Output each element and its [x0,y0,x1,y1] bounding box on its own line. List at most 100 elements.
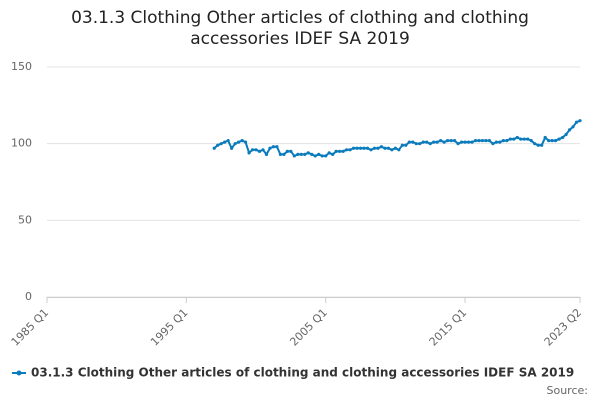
point [369,148,373,152]
point [254,148,258,152]
point [519,137,523,141]
point [470,140,474,144]
point [306,151,310,155]
point [358,146,363,150]
point [571,125,575,129]
point [299,152,303,156]
point [390,148,394,152]
point [498,140,502,144]
source: Source: [547,384,589,397]
point [543,135,547,140]
point [216,143,220,147]
point [501,139,505,143]
y-tick-label: 150 [11,60,32,73]
point [341,149,345,153]
point [296,152,300,156]
point [508,137,512,141]
point [547,139,551,143]
point [348,148,352,152]
point [480,139,485,143]
point [452,139,457,143]
point [376,146,380,150]
point [334,149,338,153]
point [564,132,568,137]
point [219,142,223,146]
point [292,154,296,158]
point [275,145,279,149]
point [449,139,453,143]
point [226,139,230,143]
point [529,139,533,143]
legend-label: 03.1.3 Clothing Other articles of clothi… [31,366,574,380]
point [351,146,356,150]
series-line [213,119,581,158]
point [379,145,384,149]
point [554,139,558,143]
point [223,140,227,144]
point [557,137,561,141]
point [257,149,262,153]
point [310,152,314,156]
point [505,139,509,143]
point [400,143,404,147]
point [397,148,401,152]
point [268,146,272,150]
point [550,139,554,143]
y-tick-label: 0 [25,290,32,303]
point [313,154,317,158]
point [536,143,540,147]
point [407,140,411,144]
point [383,146,387,150]
point [494,140,498,144]
x-tick-label: 2023 Q2 [542,306,585,349]
point [264,152,269,156]
point [393,146,397,150]
point [560,135,565,140]
point [243,140,248,144]
x-tick-label: 1985 Q1 [9,306,52,349]
point [425,140,429,144]
point [473,139,478,143]
point [456,142,460,146]
point [324,154,328,158]
point [344,148,349,152]
point [567,128,572,132]
point [230,146,234,150]
point [355,146,359,150]
point [442,140,446,144]
point [578,119,582,123]
point [271,145,276,149]
point [362,146,366,150]
point [233,142,237,146]
point [515,135,519,140]
x-tick-label: 2005 Q1 [287,306,330,349]
point [446,139,450,143]
point [303,152,307,156]
y-tick-label: 100 [11,137,32,150]
point [522,137,526,141]
point [466,140,471,144]
point [365,146,370,150]
point [459,140,464,144]
point [338,149,342,153]
x-tick-label: 1995 Q1 [148,306,191,349]
point [250,148,255,152]
point [212,146,216,150]
point [491,142,495,146]
point [574,120,579,124]
y-tick-label: 50 [18,213,32,226]
point [540,143,544,147]
point [411,140,415,144]
point [404,143,408,147]
point [414,142,418,146]
point [439,139,443,143]
chart-title: 03.1.3 Clothing Other articles of clothi… [71,8,529,49]
x-tick-label: 2015 Q1 [427,306,470,349]
point [533,142,537,146]
point [261,148,265,152]
point [247,151,251,155]
point [477,139,481,143]
point [418,142,422,146]
